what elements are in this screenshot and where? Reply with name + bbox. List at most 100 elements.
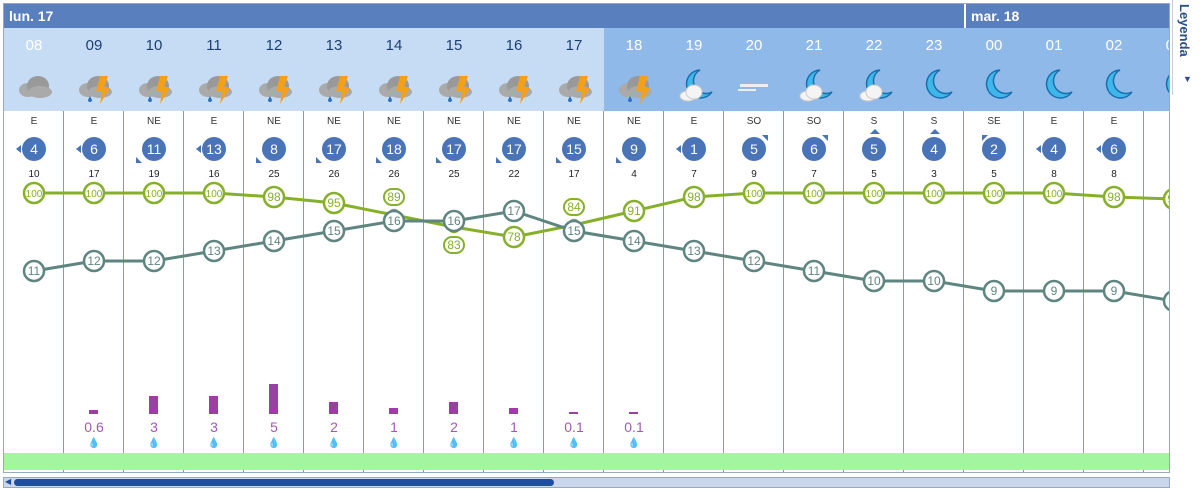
hour-header-bg <box>724 28 784 111</box>
wind-speed-badge: 17 <box>502 137 526 161</box>
precip-value: 5 <box>270 419 278 435</box>
scroll-left-icon[interactable]: ◀ <box>5 477 12 486</box>
temperature-label: 15 <box>567 224 581 238</box>
humidity-label: 100 <box>146 189 163 200</box>
hour-label: 23 <box>925 37 943 54</box>
hour-column: 10 NE 11 19 3 💧 <box>124 28 184 472</box>
humidity-point: 98 <box>1102 185 1126 209</box>
moon-icon <box>914 64 954 104</box>
wind-direction: E <box>90 116 98 127</box>
scrollbar-thumb[interactable] <box>14 479 554 486</box>
wind-direction: NE <box>267 116 281 127</box>
rain-drops-icon: 💧 <box>447 438 461 449</box>
hour-label: 02 <box>1105 37 1123 54</box>
wind-speed-badge: 2 <box>982 137 1006 161</box>
wind-arrow-icon <box>16 145 21 153</box>
temperature-point: 15 <box>562 219 586 243</box>
precip-value: 3 <box>150 419 158 435</box>
precip-value: 3 <box>210 419 218 435</box>
temperature-point: 16 <box>442 209 466 233</box>
humidity-point: 100 <box>82 181 106 205</box>
wind-direction: NE <box>387 116 401 127</box>
cloudy-icon <box>14 64 54 104</box>
wind-speed-badge: 15 <box>562 137 586 161</box>
humidity-label: 100 <box>926 189 943 200</box>
hour-label: 08 <box>25 37 43 54</box>
hour-column: 23 S 4 3 <box>904 28 964 472</box>
hour-label: 22 <box>865 37 883 54</box>
temperature-label: 15 <box>327 224 341 238</box>
hour-label: 18 <box>625 37 643 54</box>
humidity-label: 100 <box>746 189 763 200</box>
wind-speed-badge: 6 <box>1102 137 1126 161</box>
horizontal-scrollbar[interactable]: ◀ <box>3 477 1170 488</box>
wind-arrow-icon <box>76 145 81 153</box>
humidity-point: 95 <box>322 191 346 215</box>
hour-label: 11 <box>206 37 222 54</box>
precip-bar <box>329 402 338 414</box>
humidity-label: 97 <box>1167 192 1170 206</box>
rain-drops-icon: 💧 <box>627 438 641 449</box>
rain-drops-icon: 💧 <box>567 438 581 449</box>
wind-direction: NE <box>147 116 161 127</box>
temperature-label: 12 <box>87 254 101 268</box>
storm-rain-icon <box>134 64 174 104</box>
moon-cloud-icon <box>854 64 894 104</box>
wind-speed-badge: 17 <box>322 137 346 161</box>
wind-arrow-icon <box>496 157 502 163</box>
humidity-label: 100 <box>26 189 43 200</box>
humidity-point: 98 <box>262 185 286 209</box>
humidity-point: 100 <box>922 181 946 205</box>
wind-speed-badge: 18 <box>382 137 406 161</box>
humidity-point: 91 <box>622 199 646 223</box>
wind-direction: SO <box>806 116 822 127</box>
moon-cloud-icon <box>674 64 714 104</box>
wind-gust: 4 <box>631 169 637 180</box>
temperature-point: 13 <box>682 239 706 263</box>
hour-label: 12 <box>265 37 283 54</box>
temperature-label: 13 <box>207 244 221 258</box>
hour-column: 20 SO 5 9 <box>724 28 784 472</box>
wind-arrow-icon <box>1096 145 1101 153</box>
wind-speed-badge: 13 <box>202 137 226 161</box>
hourly-forecast-grid: lun. 17 mar. 18 08 E 4 10 09 E 6 17 0.6 💧 10 NE 11 19 3… <box>3 3 1170 473</box>
hour-label: 00 <box>985 37 1003 54</box>
rain-drops-icon: 💧 <box>87 438 101 449</box>
wind-direction: NE <box>447 116 461 127</box>
rain-drops-icon: 💧 <box>387 438 401 449</box>
precip-bar <box>209 396 218 414</box>
storm-rain-icon <box>314 64 354 104</box>
temperature-label: 16 <box>387 214 401 228</box>
hour-column: 03E <box>1144 28 1169 472</box>
precip-value: 1 <box>390 419 398 435</box>
temperature-point: 16 <box>382 209 406 233</box>
legend-toggle[interactable]: Leyenda ▼ <box>1172 0 1200 95</box>
wind-speed-badge: 17 <box>442 137 466 161</box>
hour-column: 22 S 5 5 <box>844 28 904 472</box>
wind-speed-badge: 5 <box>742 137 766 161</box>
wind-arrow-icon <box>822 135 828 141</box>
storm-rain-icon <box>74 64 114 104</box>
wind-gust: 25 <box>448 169 460 180</box>
precip-bar <box>89 410 98 414</box>
temperature-label: 9 <box>991 284 998 298</box>
wind-speed-badge: 8 <box>262 137 286 161</box>
wind-speed-badge: 5 <box>862 137 886 161</box>
precip-bar <box>389 408 398 414</box>
hour-column: 08 E 4 10 <box>4 28 64 472</box>
wind-direction: E <box>1110 116 1118 127</box>
precip-bar <box>449 402 458 414</box>
humidity-label: 100 <box>866 189 883 200</box>
wind-direction: NE <box>627 116 641 127</box>
hour-label: 20 <box>745 37 763 54</box>
temperature-point: 12 <box>82 249 106 273</box>
humidity-point: 100 <box>862 181 886 205</box>
wind-gust: 17 <box>568 169 580 180</box>
hour-column: 18 NE 9 4 0.1 💧 <box>604 28 664 472</box>
precip-value: 0.1 <box>564 419 584 435</box>
wind-arrow-icon <box>556 157 562 163</box>
wind-direction: SE <box>987 116 1001 127</box>
hour-label: 10 <box>145 37 163 54</box>
temperature-point: 8 <box>1162 290 1169 312</box>
hour-column: 11 E 13 16 3 💧 <box>184 28 244 472</box>
